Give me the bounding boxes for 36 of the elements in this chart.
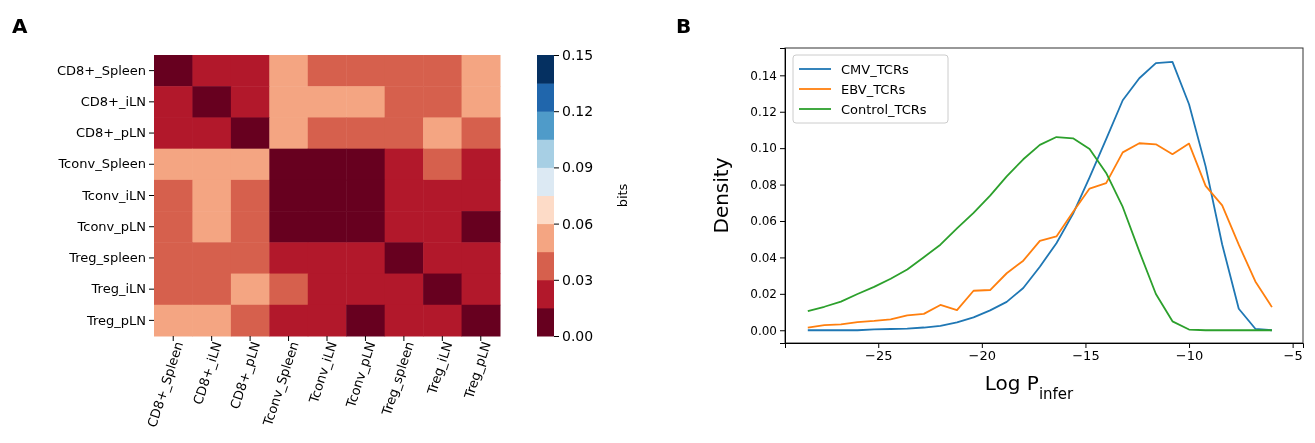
y-tick-label: Tconv_Spleen xyxy=(57,156,146,172)
x-tick-label: −25 xyxy=(865,348,893,364)
y-tick-label: Treg_spleen xyxy=(68,250,146,266)
color-bar-title: bits xyxy=(615,183,630,208)
color-bar-label: 0.12 xyxy=(562,103,594,120)
x-tick-label: −5 xyxy=(1283,348,1303,364)
y-tick-label: 0.10 xyxy=(750,141,777,156)
color-bar-label: 0.09 xyxy=(562,159,594,176)
y-tick-label: Treg_iLN xyxy=(90,281,146,297)
y-tick-label: 0.02 xyxy=(750,287,777,302)
color-bar-label: 0.15 xyxy=(562,46,594,63)
color-bar-label: 0.06 xyxy=(562,215,594,232)
legend-label: CMV_TCRs xyxy=(841,62,909,77)
y-tick-label: CD8+_Spleen xyxy=(56,62,146,78)
x-tick-label: −20 xyxy=(968,348,997,364)
x-axis-title: Log P$_{infer}$ xyxy=(984,371,1075,403)
y-tick-label: 0.00 xyxy=(750,323,777,338)
y-tick-label: Treg_pLN xyxy=(85,312,146,328)
x-tick-label: −10 xyxy=(1175,348,1204,364)
x-tick-label: −15 xyxy=(1072,348,1100,364)
y-tick-label: Tconv_pLN xyxy=(76,218,146,234)
y-tick-label: 0.06 xyxy=(750,214,777,229)
legend-label: Control_TCRs xyxy=(841,102,927,117)
y-tick-label: 0.04 xyxy=(750,250,777,265)
y-axis-title: Density xyxy=(709,157,733,234)
y-tick-label: 0.14 xyxy=(750,68,777,83)
y-tick-label: 0.12 xyxy=(750,105,777,120)
y-tick-label: CD8+_iLN xyxy=(80,93,146,109)
text: B xyxy=(676,14,692,38)
text: A xyxy=(12,14,28,38)
color-bar-label: 0.00 xyxy=(562,327,594,344)
legend-label: EBV_TCRs xyxy=(841,82,906,97)
y-tick-label: 0.08 xyxy=(750,177,777,192)
y-tick-label: CD8+_pLN xyxy=(76,125,146,141)
color-bar-label: 0.03 xyxy=(562,271,594,288)
y-tick-label: Tconv_iLN xyxy=(81,187,146,203)
